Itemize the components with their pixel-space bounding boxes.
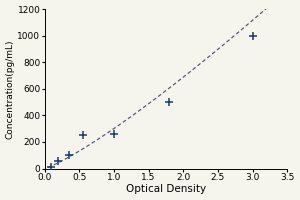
Point bbox=[250, 34, 255, 37]
Point bbox=[66, 154, 71, 157]
Point bbox=[167, 100, 172, 104]
X-axis label: Optical Density: Optical Density bbox=[126, 184, 206, 194]
Point bbox=[112, 132, 116, 136]
Point bbox=[49, 165, 54, 169]
Point bbox=[80, 134, 85, 137]
Y-axis label: Concentration(pg/mL): Concentration(pg/mL) bbox=[6, 39, 15, 139]
Point bbox=[56, 160, 61, 163]
